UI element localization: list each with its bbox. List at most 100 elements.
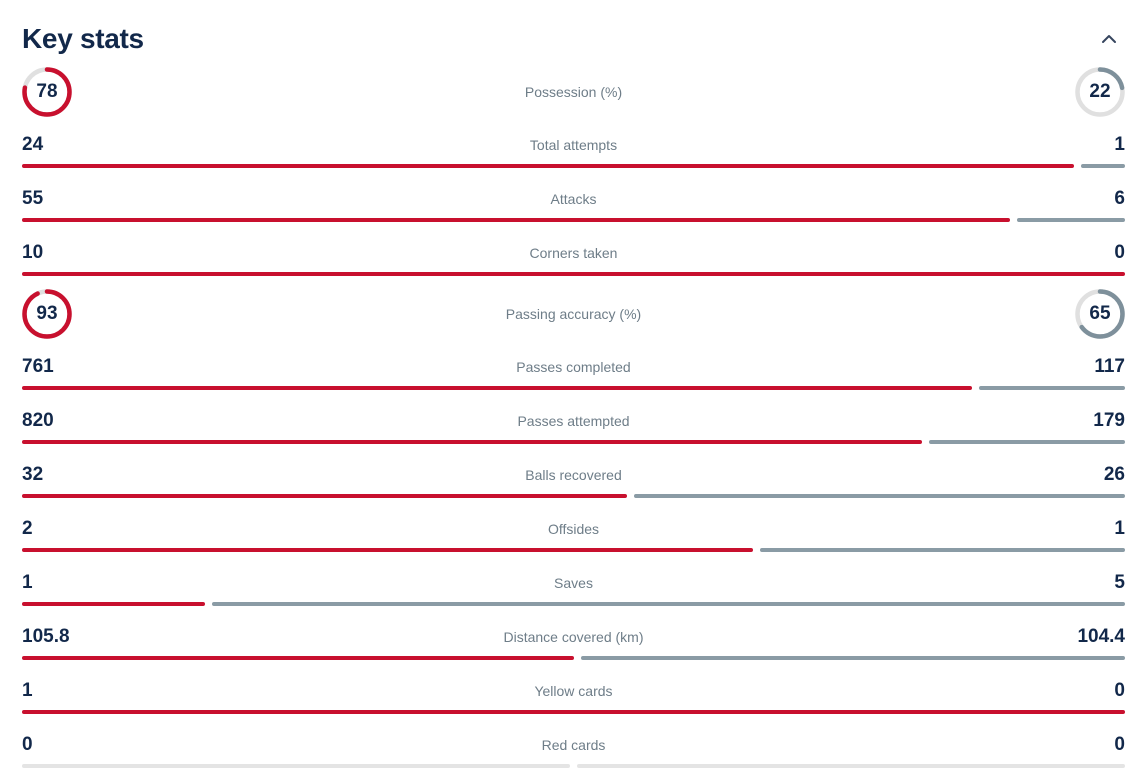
stat-label: Distance covered (km): [503, 628, 644, 645]
home-ring: 93: [22, 289, 72, 339]
home-value: 78: [36, 81, 58, 102]
stat-label: Possession (%): [524, 84, 623, 100]
stat-label: Corners taken: [529, 244, 618, 261]
stat-row: 761 Passes completed 117: [22, 341, 1125, 395]
away-bar: [580, 656, 1125, 660]
away-bar: [1017, 218, 1125, 222]
stat-row: 55 Attacks 6: [22, 173, 1125, 227]
stat-bar: [22, 494, 1125, 498]
home-bar: [22, 710, 1125, 714]
stat-row: 10 Corners taken 0: [22, 227, 1125, 281]
stat-label: Passing accuracy (%): [505, 306, 642, 322]
away-bar: [1081, 164, 1125, 168]
stat-bar: [22, 440, 1125, 444]
home-bar: [22, 764, 570, 768]
home-bar: [22, 164, 1075, 168]
home-value: 820: [22, 409, 54, 431]
home-bar: [22, 548, 753, 552]
stat-values-line: 1 Yellow cards 0: [22, 678, 1125, 703]
stat-values-line: 24 Total attempts 1: [22, 132, 1125, 157]
stat-bar: [22, 218, 1125, 222]
stat-bar: [22, 602, 1125, 606]
away-bar: [211, 602, 1125, 606]
away-value: 26: [1103, 463, 1125, 485]
stat-row: 105.8 Distance covered (km) 104.4: [22, 611, 1125, 665]
home-value: 105.8: [22, 625, 70, 647]
home-value: 32: [22, 463, 44, 485]
stat-values-line: 105.8 Distance covered (km) 104.4: [22, 624, 1125, 649]
home-bar: [22, 656, 574, 660]
page-title: Key stats: [22, 22, 144, 54]
away-value: 1: [1114, 133, 1125, 155]
stat-row: 32 Balls recovered 26: [22, 449, 1125, 503]
home-value: 1: [22, 571, 33, 593]
stat-values-line: 1 Saves 5: [22, 570, 1125, 595]
home-bar: [22, 272, 1125, 276]
away-bar: [577, 764, 1125, 768]
stat-label: Passes attempted: [517, 412, 630, 429]
home-value: 0: [22, 733, 33, 755]
stat-row: 24 Total attempts 1: [22, 119, 1125, 173]
stats-rows: 78 Possession (%) 22 24 Total attempts 1 55 Att…: [22, 67, 1125, 773]
stat-bar: [22, 272, 1125, 276]
stat-row: 820 Passes attempted 179: [22, 395, 1125, 449]
home-bar: [22, 602, 205, 606]
away-value: 1: [1114, 517, 1125, 539]
stat-values-line: 10 Corners taken 0: [22, 240, 1125, 265]
stat-row: 0 Red cards 0: [22, 719, 1125, 773]
stat-label: Passes completed: [516, 358, 631, 375]
stat-bar: [22, 386, 1125, 390]
away-bar: [928, 440, 1125, 444]
home-ring: 78: [22, 67, 72, 117]
home-bar: [22, 218, 1011, 222]
stat-label: Yellow cards: [534, 682, 613, 699]
stat-bar: [22, 656, 1125, 660]
stat-values-line: 820 Passes attempted 179: [22, 408, 1125, 433]
home-value: 1: [22, 679, 33, 701]
home-value: 10: [22, 241, 44, 263]
stat-label: Total attempts: [529, 136, 618, 153]
away-value: 6: [1114, 187, 1125, 209]
chevron-up-icon: [1101, 34, 1117, 44]
home-bar: [22, 386, 972, 390]
stat-values-line: 32 Balls recovered 26: [22, 462, 1125, 487]
home-value: 24: [22, 133, 44, 155]
away-bar: [633, 494, 1125, 498]
stat-row: 2 Offsides 1: [22, 503, 1125, 557]
stat-label: Red cards: [541, 736, 606, 753]
away-value: 117: [1094, 355, 1125, 377]
key-stats-header: Key stats: [22, 0, 1125, 63]
away-ring: 65: [1075, 289, 1125, 339]
away-value: 22: [1089, 81, 1111, 102]
stat-values-line: 761 Passes completed 117: [22, 354, 1125, 379]
away-ring: 22: [1075, 67, 1125, 117]
away-bar: [759, 548, 1125, 552]
stat-label: Saves: [554, 574, 593, 591]
home-value: 2: [22, 517, 33, 539]
stat-values-line: 2 Offsides 1: [22, 516, 1125, 541]
away-value: 0: [1114, 733, 1125, 755]
stat-label: Balls recovered: [525, 466, 622, 483]
stat-bar: [22, 710, 1125, 714]
home-bar: [22, 494, 627, 498]
away-value: 179: [1093, 409, 1125, 431]
stat-bar: [22, 764, 1125, 768]
stat-label: Attacks: [550, 190, 597, 207]
away-value: 0: [1114, 679, 1125, 701]
home-value: 55: [22, 187, 44, 209]
stat-label: Offsides: [547, 520, 600, 537]
home-value: 93: [36, 303, 58, 324]
stat-row-ring: 78 Possession (%) 22: [22, 67, 1125, 117]
collapse-section-button[interactable]: [1095, 30, 1123, 48]
away-value: 65: [1089, 303, 1111, 324]
stat-bar: [22, 164, 1125, 168]
home-value: 761: [22, 355, 54, 377]
away-value: 104.4: [1077, 625, 1125, 647]
stat-row: 1 Saves 5: [22, 557, 1125, 611]
home-bar: [22, 440, 922, 444]
away-value: 0: [1114, 241, 1125, 263]
away-bar: [978, 386, 1125, 390]
stat-row-ring: 93 Passing accuracy (%) 65: [22, 289, 1125, 339]
stat-values-line: 55 Attacks 6: [22, 186, 1125, 211]
